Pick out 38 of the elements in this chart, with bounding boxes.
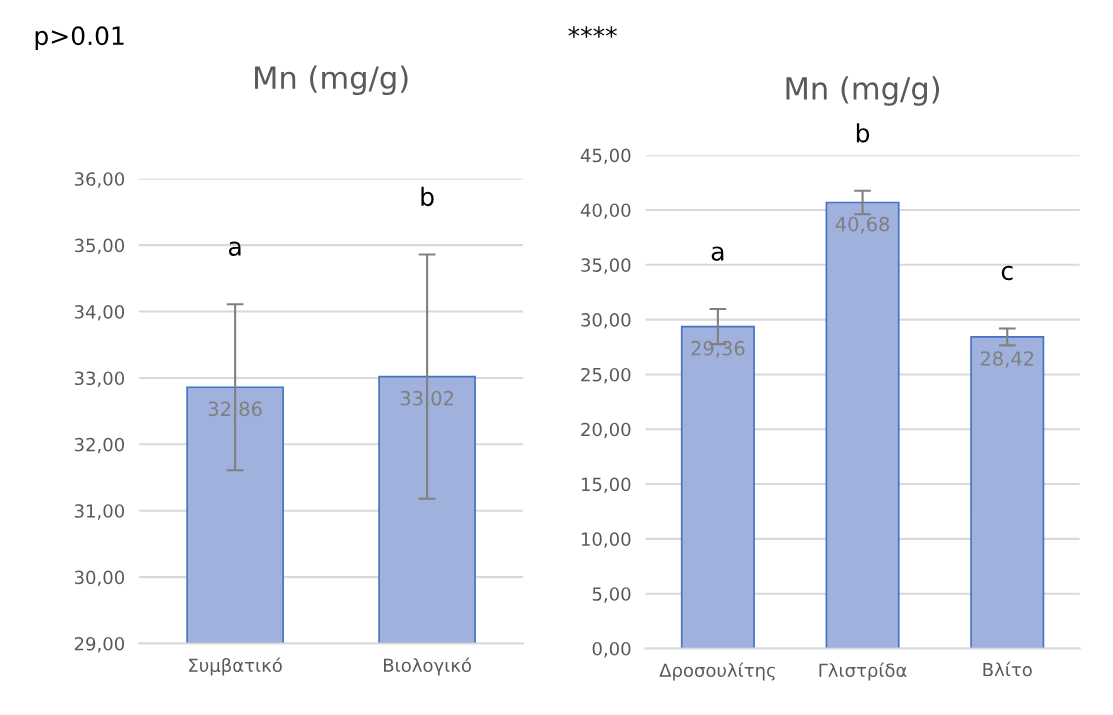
chart-title: Mn (mg/g)	[786, 76, 940, 106]
y-tick-label: 40,00	[580, 203, 631, 219]
bar	[680, 325, 755, 649]
data-label: 28,42	[980, 351, 1034, 368]
x-tick-label: Συμβατικό	[189, 657, 282, 676]
y-tick-label: 29,00	[74, 636, 125, 653]
data-label: 40,68	[835, 216, 890, 234]
text: ****	[568, 26, 617, 38]
data-label: 29,36	[691, 340, 745, 358]
text: b	[856, 123, 870, 143]
y-tick-label: 30,00	[581, 313, 631, 329]
y-tick-label: 20,00	[581, 422, 631, 439]
y-tick-label: 33,00	[74, 371, 125, 387]
y-tick-label: 45,00	[580, 148, 631, 165]
y-tick-label: 10,00	[581, 532, 631, 548]
x-tick-label: Βλίτο	[983, 661, 1032, 677]
text: p>0.01	[35, 26, 124, 51]
y-tick-label: 34,00	[74, 304, 125, 321]
y-tick-label: 15,00	[581, 477, 631, 494]
chart-title: Mn (mg/g)	[255, 65, 408, 96]
y-tick-label: 31,00	[74, 504, 125, 520]
y-tick-label: 0,00	[592, 641, 631, 658]
y-tick-label: 35,00	[581, 258, 631, 274]
annotation: c	[1001, 265, 1013, 281]
y-tick-label: 36,00	[74, 172, 125, 188]
x-tick-label: Γλιστρίδα	[819, 662, 907, 681]
y-tick-label: 25,00	[581, 367, 631, 384]
x-tick-label: Βιολογικό	[384, 657, 471, 676]
annotation: b	[421, 186, 434, 207]
annotation: a	[711, 246, 724, 261]
bar	[825, 201, 900, 649]
y-tick-label: 32,00	[74, 437, 125, 454]
y-tick-label: 30,00	[74, 570, 125, 587]
y-tick-label: 5,00	[592, 587, 631, 603]
x-tick-label: Δροσουλίτης	[659, 662, 775, 681]
y-tick-label: 35,00	[74, 238, 125, 255]
bar	[970, 336, 1045, 649]
annotation: a	[228, 241, 241, 256]
